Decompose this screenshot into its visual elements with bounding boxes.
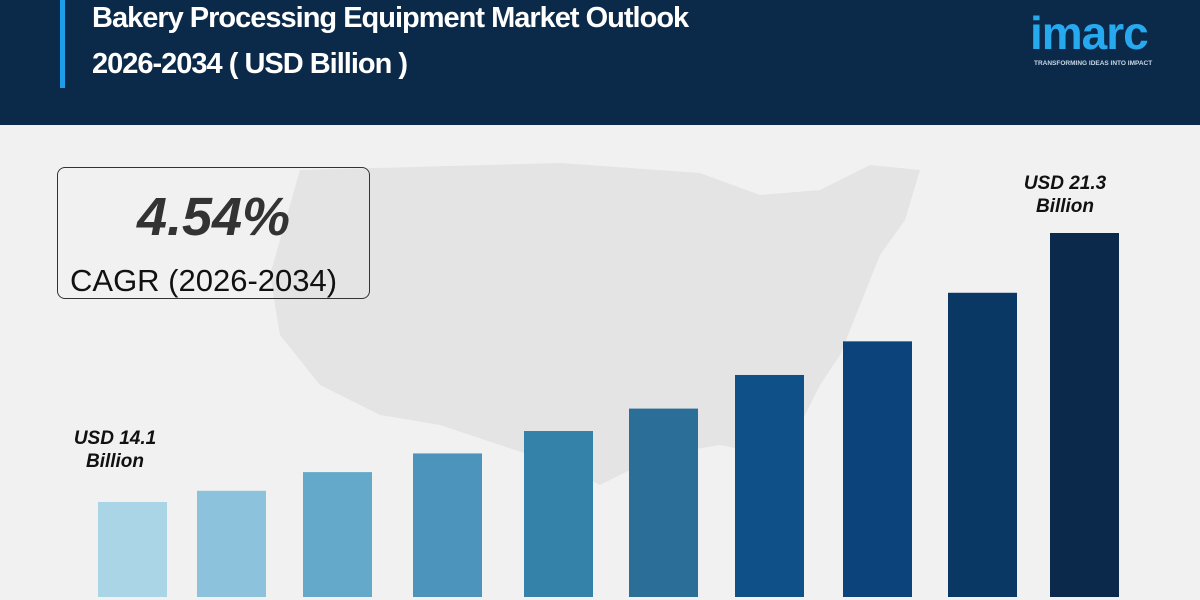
bar-1	[98, 502, 167, 597]
bar-6	[629, 408, 698, 597]
imarc-logo: imarc TRANSFORMING IDEAS INTO IMPACT	[1030, 0, 1190, 75]
bar-5	[524, 431, 593, 597]
cagr-label: CAGR (2026-2034)	[70, 263, 338, 298]
cagr-value: 4.54%	[136, 187, 291, 247]
title-accent-bar	[60, 0, 65, 88]
bar-9	[948, 292, 1017, 597]
page-subtitle: 2026-2034 ( USD Billion )	[92, 48, 408, 80]
last-bar-label: USD 21.3 Billion	[1010, 172, 1120, 218]
logo-wordmark: imarc	[1030, 7, 1149, 59]
bar-10	[1050, 233, 1119, 597]
bar-7	[735, 374, 804, 597]
last-bar-label-value: USD 21.3	[1023, 173, 1107, 194]
header-banner: Bakery Processing Equipment Market Outlo…	[0, 0, 1200, 125]
first-bar-label-unit: Billion	[85, 451, 145, 472]
cagr-box: 4.54% CAGR (2026-2034)	[57, 167, 370, 299]
logo-tagline: TRANSFORMING IDEAS INTO IMPACT	[1034, 60, 1153, 67]
first-bar-label-value: USD 14.1	[73, 428, 157, 449]
last-bar-label-unit: Billion	[1035, 196, 1095, 217]
bar-2	[197, 490, 266, 597]
bar-4	[413, 453, 482, 597]
first-bar-label: USD 14.1 Billion	[60, 427, 170, 473]
bar-8	[843, 341, 912, 597]
bar-3	[303, 472, 372, 597]
page-title: Bakery Processing Equipment Market Outlo…	[92, 2, 689, 34]
